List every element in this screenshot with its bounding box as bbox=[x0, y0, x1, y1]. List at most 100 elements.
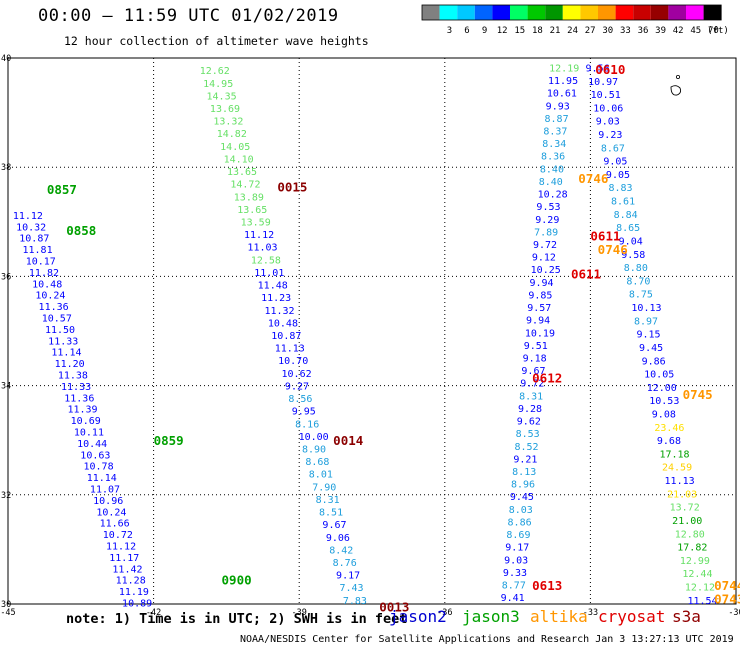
swh-value-label: 10.61 bbox=[547, 89, 577, 100]
footer-note: note: 1) Time is in UTC; 2) SWH is in fe… bbox=[66, 611, 408, 627]
swh-value-label: 8.53 bbox=[516, 429, 540, 440]
swh-value-label: 11.14 bbox=[51, 348, 81, 359]
swh-value-label: 12.62 bbox=[200, 66, 230, 77]
swh-value-label: 12.44 bbox=[682, 569, 712, 580]
swh-value-label: 11.82 bbox=[29, 268, 59, 279]
pass-time-label: 0612 bbox=[532, 370, 562, 385]
swh-value-label: 10.70 bbox=[278, 356, 308, 367]
swh-value-label: 9.86 bbox=[642, 356, 666, 367]
legend-tick-label: 3 bbox=[447, 26, 452, 36]
pass-time-label: 0013 bbox=[379, 600, 409, 615]
swh-value-label: 12.58 bbox=[251, 255, 281, 266]
pass-time-label: 0859 bbox=[154, 433, 184, 448]
swh-value-label: 10.57 bbox=[42, 313, 72, 324]
legend-tick-label: 15 bbox=[514, 26, 525, 36]
swh-value-label: 13.89 bbox=[234, 192, 264, 203]
pass-time-label: 0610 bbox=[595, 62, 625, 77]
map-title: 00:00 – 11:59 UTC 01/02/2019 bbox=[38, 6, 339, 26]
swh-value-label: 9.94 bbox=[530, 278, 554, 289]
swh-value-label: 8.36 bbox=[541, 152, 565, 163]
swh-value-label: 9.72 bbox=[520, 379, 544, 390]
swh-value-label: 9.05 bbox=[603, 157, 627, 168]
swh-value-label: 8.40 bbox=[539, 177, 563, 188]
swh-value-label: 13.65 bbox=[227, 167, 257, 178]
legend-swatch bbox=[457, 5, 475, 20]
pass-time-label: 0014 bbox=[333, 433, 363, 448]
legend-tick-label: 42 bbox=[673, 26, 684, 36]
swh-value-label: 8.90 bbox=[302, 444, 326, 455]
swh-value-label: 8.70 bbox=[626, 276, 650, 287]
swh-value-label: 13.72 bbox=[670, 503, 700, 514]
x-tick-label: -45 bbox=[0, 608, 15, 618]
swh-value-label: 10.78 bbox=[84, 462, 114, 473]
legend-swatch bbox=[474, 5, 493, 20]
swh-value-label: 11.36 bbox=[64, 393, 94, 404]
swh-value-label: 8.40 bbox=[540, 164, 564, 175]
swh-value-label: 9.62 bbox=[517, 417, 541, 428]
legend-swatch bbox=[510, 5, 528, 20]
map-subtitle: 12 hour collection of altimeter wave hei… bbox=[64, 34, 369, 48]
swh-value-label: 8.13 bbox=[512, 467, 536, 478]
swh-value-label: 11.19 bbox=[119, 587, 149, 598]
swh-value-label: 11.12 bbox=[106, 542, 136, 553]
swh-value-label: 10.11 bbox=[74, 428, 104, 439]
swh-value-label: 9.94 bbox=[526, 316, 550, 327]
legend-tick-label: 6 bbox=[464, 26, 469, 36]
pass-time-label: 0613 bbox=[532, 578, 562, 593]
swh-value-label: 11.17 bbox=[109, 553, 139, 564]
legend-swatch bbox=[686, 5, 704, 20]
swh-value-label: 11.54 bbox=[687, 596, 717, 607]
legend-tick-label: 12 bbox=[497, 26, 508, 36]
swh-value-label: 12.99 bbox=[680, 556, 710, 567]
swh-value-label: 10.53 bbox=[649, 396, 679, 407]
swh-value-label: 13.32 bbox=[213, 117, 243, 128]
swh-value-label: 8.61 bbox=[611, 197, 635, 208]
swh-value-label: 14.35 bbox=[207, 91, 237, 102]
swh-value-label: 9.68 bbox=[657, 436, 681, 447]
legend-swatch bbox=[580, 5, 598, 20]
swh-value-label: 12.80 bbox=[675, 529, 705, 540]
swh-value-label: 17.18 bbox=[659, 449, 689, 460]
credit-line: NOAA/NESDIS Center for Satellite Applica… bbox=[240, 634, 734, 645]
swh-value-label: 10.87 bbox=[271, 331, 301, 342]
satellite-name-s3a: s3a bbox=[672, 607, 701, 626]
swh-value-label: 10.13 bbox=[631, 303, 661, 314]
swh-value-label: 10.89 bbox=[122, 599, 152, 610]
x-tick-label: -30 bbox=[728, 608, 740, 618]
pass-time-label: 0858 bbox=[66, 223, 96, 238]
swh-value-label: 9.51 bbox=[524, 341, 548, 352]
swh-value-label: 8.68 bbox=[305, 457, 329, 468]
swh-value-label: 9.28 bbox=[518, 404, 542, 415]
swh-value-label: 9.45 bbox=[510, 492, 534, 503]
legend-tick-label: 70 bbox=[708, 26, 719, 36]
legend-swatch bbox=[492, 5, 510, 20]
swh-value-label: 11.01 bbox=[254, 268, 284, 279]
swh-value-label: 10.69 bbox=[71, 416, 101, 427]
legend-tick-label: 9 bbox=[482, 26, 487, 36]
pass-time-label: 0745 bbox=[683, 387, 713, 402]
legend-tick-label: 33 bbox=[620, 26, 631, 36]
swh-value-label: 8.69 bbox=[506, 530, 530, 541]
swh-value-label: 9.04 bbox=[619, 236, 643, 247]
swh-value-label: 7.83 bbox=[343, 596, 367, 607]
swh-value-label: 14.95 bbox=[203, 79, 233, 90]
swh-value-label: 8.77 bbox=[502, 580, 526, 591]
swh-value-label: 10.87 bbox=[19, 234, 49, 245]
swh-value-label: 8.96 bbox=[511, 480, 535, 491]
swh-value-label: 11.28 bbox=[116, 576, 146, 587]
swh-value-label: 9.56 bbox=[586, 63, 610, 74]
swh-value-label: 11.39 bbox=[67, 405, 97, 416]
swh-value-label: 8.01 bbox=[309, 470, 333, 481]
swh-value-label: 10.72 bbox=[103, 530, 133, 541]
swh-value-label: 13.65 bbox=[237, 205, 267, 216]
swh-value-label: 9.93 bbox=[546, 101, 570, 112]
swh-value-label: 11.36 bbox=[39, 302, 69, 313]
pass-time-label: 0743 bbox=[714, 592, 740, 607]
swh-value-label: 11.07 bbox=[90, 485, 120, 496]
swh-value-label: 14.10 bbox=[224, 154, 254, 165]
swh-value-label: 11.20 bbox=[55, 359, 85, 370]
swh-value-label: 9.03 bbox=[504, 555, 528, 566]
swh-value-label: 9.53 bbox=[536, 202, 560, 213]
legend-frame bbox=[421, 4, 722, 21]
